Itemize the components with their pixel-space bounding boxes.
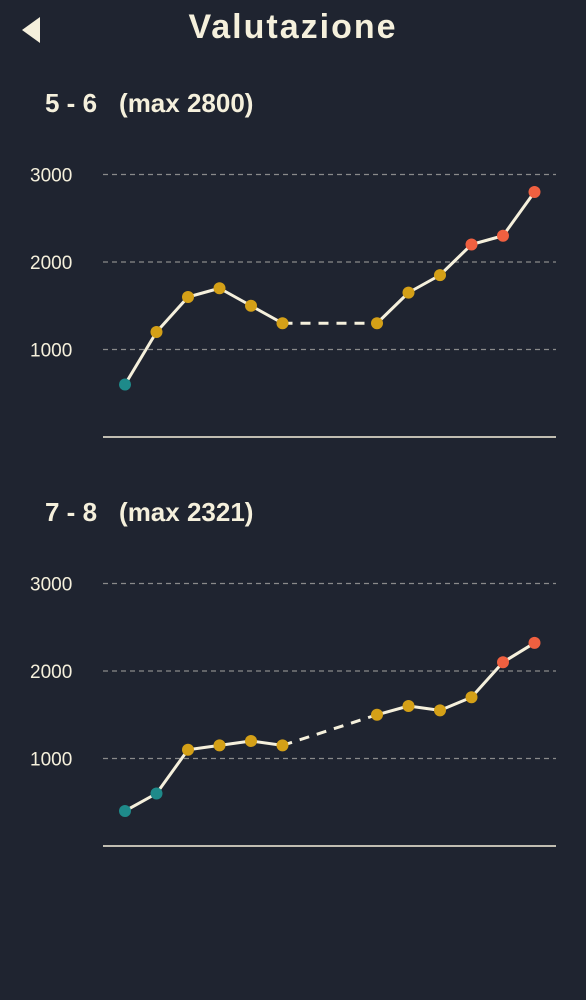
y-tick-label: 2000: [30, 253, 72, 274]
series-segment: [218, 286, 253, 308]
data-point: [528, 636, 541, 649]
data-point: [119, 805, 131, 817]
data-point: [182, 743, 194, 756]
data-point: [213, 739, 226, 752]
back-arrow-icon[interactable]: [14, 12, 50, 48]
data-point: [402, 286, 415, 299]
series-segment: [155, 748, 190, 795]
chart-title-2: 7 - 8 (max 2321): [45, 497, 253, 528]
page-title: Valutazione: [188, 8, 398, 46]
y-tick-label: 3000: [30, 166, 72, 187]
data-point: [497, 656, 509, 669]
data-point: [245, 735, 257, 747]
data-point: [371, 708, 383, 721]
y-tick-label: 1000: [30, 750, 72, 771]
chart-title-range: 5 - 6: [45, 88, 98, 118]
series-segment: [501, 641, 536, 664]
chart-title-max: (max 2321): [119, 497, 254, 527]
chart-title-1: 5 - 6 (max 2800): [45, 88, 253, 119]
data-point: [371, 317, 383, 330]
y-tick-label: 3000: [30, 575, 72, 596]
series-segment: [155, 295, 190, 334]
data-point: [434, 704, 446, 717]
rating-chart-2: 1000 2000 3000: [30, 575, 556, 847]
data-point: [434, 269, 446, 282]
data-point: [402, 700, 415, 712]
series-segment: [123, 792, 158, 813]
series-segment: [375, 291, 410, 325]
series-segment: [407, 273, 442, 295]
data-point: [276, 739, 289, 752]
data-point: [528, 186, 541, 198]
series-segment: [438, 243, 473, 277]
y-tick-label: 2000: [30, 662, 72, 683]
chart-title-range: 7 - 8: [45, 497, 98, 527]
series-segment: [501, 190, 536, 238]
series-segment: [123, 330, 158, 386]
data-point: [150, 787, 163, 800]
rating-chart-1: 1000 2000 3000: [30, 166, 556, 438]
series-segment: [470, 660, 505, 699]
data-point: [150, 326, 163, 338]
data-point: [213, 282, 226, 295]
series-gap-segment: [282, 713, 378, 747]
chart-title-max: (max 2800): [119, 88, 254, 118]
data-point: [465, 691, 478, 704]
series-segment: [249, 304, 284, 325]
data-point: [276, 317, 289, 330]
data-point: [497, 229, 509, 242]
data-point: [245, 299, 257, 312]
data-point: [465, 238, 478, 251]
data-point: [119, 378, 131, 391]
y-tick-label: 1000: [30, 341, 72, 362]
data-point: [182, 291, 194, 303]
